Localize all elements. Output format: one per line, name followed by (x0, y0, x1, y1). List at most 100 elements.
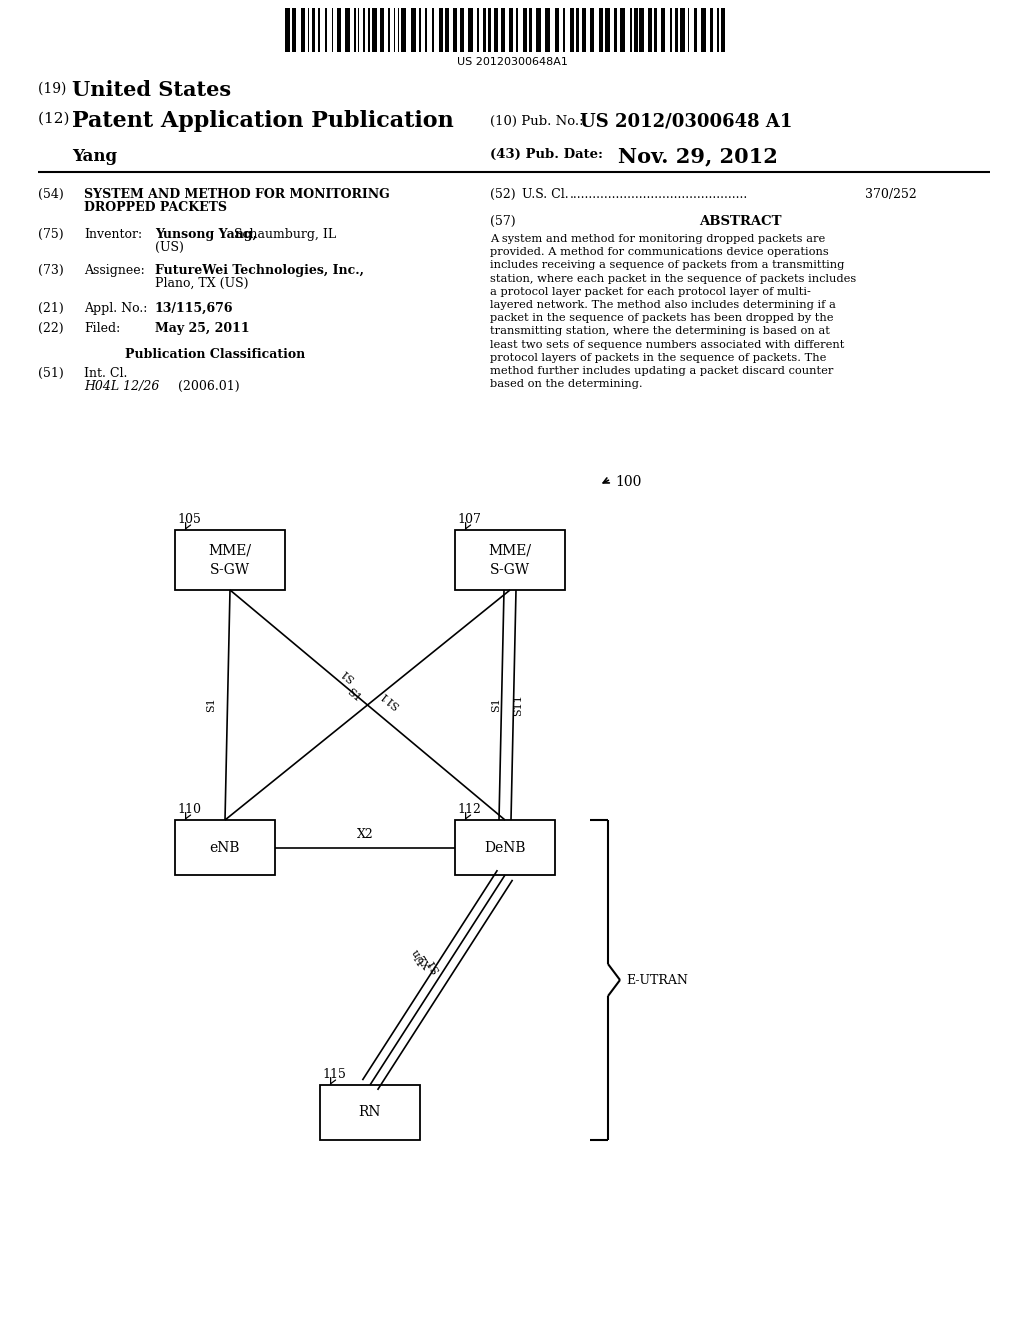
Text: a protocol layer packet for each protocol layer of multi-: a protocol layer packet for each protoco… (490, 286, 811, 297)
Text: United States: United States (72, 81, 231, 100)
Bar (292, 8, 296, 51)
Bar (537, 8, 541, 51)
Bar (332, 8, 333, 51)
Text: Publication Classification: Publication Classification (125, 348, 305, 360)
Bar (680, 8, 685, 51)
Bar (583, 8, 587, 51)
Text: SYSTEM AND METHOD FOR MONITORING: SYSTEM AND METHOD FOR MONITORING (84, 187, 390, 201)
Text: Un: Un (410, 946, 427, 965)
Text: Schaumburg, IL: Schaumburg, IL (230, 228, 336, 242)
Bar (175, 531, 285, 590)
Text: Assignee:: Assignee: (84, 264, 144, 277)
Text: X2: X2 (418, 952, 434, 969)
Bar (620, 8, 625, 51)
Bar (477, 8, 479, 51)
Bar (546, 8, 550, 51)
Bar (570, 8, 574, 51)
Bar (357, 8, 359, 51)
Bar (419, 8, 421, 51)
Text: transmitting station, where the determining is based on at: transmitting station, where the determin… (490, 326, 829, 337)
Text: ..............................................: ........................................… (570, 187, 749, 201)
Text: Plano, TX (US): Plano, TX (US) (155, 277, 249, 290)
Text: (19): (19) (38, 82, 71, 96)
Bar (380, 8, 384, 51)
Text: eNB: eNB (210, 841, 241, 854)
Text: S1: S1 (207, 698, 216, 713)
Bar (454, 8, 458, 51)
Text: US 2012/0300648 A1: US 2012/0300648 A1 (580, 114, 793, 131)
Bar (364, 8, 365, 51)
Bar (308, 8, 309, 51)
Text: (2006.01): (2006.01) (178, 380, 240, 393)
Text: 110: 110 (177, 803, 201, 816)
Text: Inventor:: Inventor: (84, 228, 142, 242)
Bar (319, 1085, 420, 1140)
Text: Appl. No.:: Appl. No.: (84, 302, 147, 315)
Bar (717, 8, 719, 51)
Text: S1: S1 (492, 698, 502, 713)
Text: 100: 100 (615, 475, 641, 488)
Bar (502, 8, 505, 51)
Bar (654, 8, 657, 51)
Text: station, where each packet in the sequence of packets includes: station, where each packet in the sequen… (490, 273, 856, 284)
Bar (635, 8, 638, 51)
Bar (529, 8, 531, 51)
Text: Yang: Yang (72, 148, 117, 165)
Bar (460, 8, 464, 51)
Text: provided. A method for communications device operations: provided. A method for communications de… (490, 247, 828, 257)
Text: X2: X2 (356, 828, 374, 841)
Text: layered network. The method also includes determining if a: layered network. The method also include… (490, 300, 836, 310)
Bar (401, 8, 406, 51)
Bar (393, 8, 395, 51)
Text: ABSTRACT: ABSTRACT (698, 215, 781, 228)
Bar (318, 8, 321, 51)
Bar (555, 8, 559, 51)
Bar (445, 8, 450, 51)
Bar (701, 8, 706, 51)
Text: 105: 105 (177, 513, 201, 525)
Bar (694, 8, 696, 51)
Bar (354, 8, 356, 51)
Text: Patent Application Publication: Patent Application Publication (72, 110, 454, 132)
Text: S1: S1 (425, 957, 441, 974)
Text: S11: S11 (513, 694, 523, 715)
Text: RN: RN (358, 1106, 381, 1119)
Text: (43) Pub. Date:: (43) Pub. Date: (490, 148, 603, 161)
Bar (325, 8, 327, 51)
Bar (483, 8, 485, 51)
Bar (432, 8, 433, 51)
Text: FutureWei Technologies, Inc.,: FutureWei Technologies, Inc., (155, 264, 364, 277)
Text: (73): (73) (38, 264, 63, 277)
Bar (614, 8, 616, 51)
Bar (662, 8, 665, 51)
Bar (647, 8, 652, 51)
Text: (12): (12) (38, 112, 75, 125)
Text: 112: 112 (457, 803, 481, 816)
Text: E-UTRAN: E-UTRAN (626, 974, 688, 986)
Text: 107: 107 (457, 513, 481, 525)
Bar (599, 8, 603, 51)
Text: (57): (57) (490, 215, 516, 228)
Bar (605, 8, 610, 51)
Bar (397, 8, 399, 51)
Bar (711, 8, 713, 51)
Text: based on the determining.: based on the determining. (490, 379, 643, 389)
Text: (21): (21) (38, 302, 63, 315)
Bar (455, 820, 555, 875)
Text: (US): (US) (155, 242, 184, 253)
Bar (369, 8, 370, 51)
Text: Int. Cl.: Int. Cl. (84, 367, 127, 380)
Bar (687, 8, 689, 51)
Text: 13/115,676: 13/115,676 (155, 302, 233, 315)
Text: packet in the sequence of packets has been dropped by the: packet in the sequence of packets has be… (490, 313, 834, 323)
Text: MME/
S-GW: MME/ S-GW (488, 544, 531, 577)
Bar (300, 8, 305, 51)
Text: (52): (52) (490, 187, 516, 201)
Text: Yunsong Yang,: Yunsong Yang, (155, 228, 257, 242)
Bar (455, 531, 565, 590)
Bar (411, 8, 416, 51)
Text: (22): (22) (38, 322, 63, 335)
Text: A system and method for monitoring dropped packets are: A system and method for monitoring dropp… (490, 234, 825, 244)
Bar (590, 8, 594, 51)
Text: includes receiving a sequence of packets from a transmitting: includes receiving a sequence of packets… (490, 260, 845, 271)
